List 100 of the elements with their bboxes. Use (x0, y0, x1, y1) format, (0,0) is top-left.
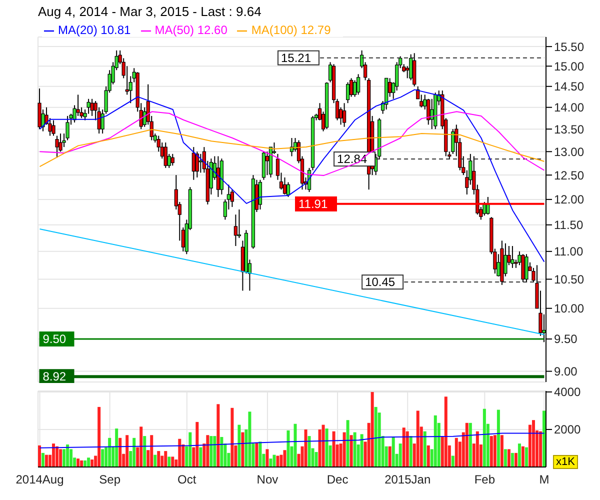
bar (493, 435, 496, 467)
bar (283, 450, 286, 467)
ref-line-label: 11.91 (298, 196, 328, 211)
bar (87, 458, 90, 467)
y-tick-label: 9.50 (554, 332, 578, 346)
bar (42, 452, 45, 467)
bar (188, 432, 192, 467)
bar (444, 396, 448, 467)
legend-label: MA(50) 12.60 (154, 23, 228, 37)
candlestick (412, 52, 416, 87)
bar (143, 436, 146, 467)
line-series (39, 432, 545, 448)
bar (45, 454, 48, 467)
x-tick-label: Nov (256, 472, 278, 487)
bar (360, 434, 364, 467)
y-tick-label: 13.00 (554, 144, 584, 159)
bar (353, 432, 356, 467)
bar (241, 432, 244, 467)
bar (164, 451, 168, 467)
bar (80, 460, 84, 467)
bar (59, 449, 62, 467)
bar (402, 428, 406, 467)
y-tick-label: 12.50 (554, 168, 584, 182)
bar (52, 444, 56, 467)
y-tick-label: 10.50 (554, 272, 584, 286)
bar (230, 408, 234, 467)
bar (98, 406, 101, 467)
y-tick-label: 14.50 (554, 80, 584, 94)
y-tick-label: 13.50 (554, 122, 584, 136)
bar (325, 428, 328, 467)
bar (206, 435, 210, 467)
bar (276, 456, 280, 467)
candlestick (356, 74, 360, 96)
candlestick (510, 246, 514, 268)
bar (423, 431, 426, 467)
candlestick (192, 146, 196, 180)
y-tick-label: 10.00 (554, 302, 584, 316)
candlestick (342, 102, 346, 128)
bar (532, 420, 535, 467)
bar (255, 442, 258, 467)
bar (168, 456, 171, 467)
bar (350, 435, 353, 467)
bar (476, 431, 479, 467)
bar (346, 420, 350, 467)
bar (388, 446, 392, 467)
x-tick-label: M (539, 472, 550, 487)
y-tick-label: 15.50 (554, 40, 584, 54)
bar (196, 422, 199, 467)
bar (514, 452, 518, 467)
ref-line-label: 10.45 (365, 275, 396, 290)
bar (118, 438, 122, 467)
y-tick-label: 9.00 (554, 364, 578, 379)
bar (409, 436, 412, 467)
candlestick (86, 98, 90, 114)
x-tick-label: 2014Aug (16, 472, 64, 487)
bar (304, 429, 308, 467)
candlestick (486, 196, 490, 216)
y-tick-label: 2000 (554, 422, 582, 437)
bar (38, 445, 41, 467)
candlestick (90, 98, 94, 116)
bar (220, 436, 224, 467)
candlestick (58, 133, 62, 152)
x-tick-label: Sep (99, 472, 121, 487)
ref-line-label: 9.50 (42, 332, 66, 346)
bar (521, 446, 524, 467)
bar (248, 412, 252, 467)
bar (322, 424, 325, 467)
candlestick (524, 254, 528, 283)
y-tick-label: 14.00 (554, 100, 584, 115)
bar (524, 447, 528, 467)
ref-line-label: 15.21 (280, 50, 312, 65)
bar (157, 451, 160, 467)
bar (465, 422, 468, 467)
x-tick-label: Dec (326, 472, 348, 487)
y-tick-label: 4000 (554, 385, 582, 400)
candlestick (282, 176, 287, 195)
bar (507, 449, 510, 467)
bar (342, 432, 346, 467)
y-tick-label: 15.00 (554, 59, 584, 74)
bar (101, 449, 104, 467)
ref-line-label: 8.92 (42, 370, 66, 384)
bar (490, 436, 493, 467)
bar (150, 435, 154, 467)
bar (392, 436, 395, 467)
bar (216, 404, 220, 467)
bar (286, 430, 290, 467)
bar (272, 454, 276, 467)
candlestick (258, 179, 262, 210)
bar (398, 444, 402, 467)
candlestick (52, 120, 56, 136)
candlestick (286, 182, 290, 198)
bar (258, 442, 262, 467)
legend-label: MA(20) 10.81 (58, 23, 131, 37)
bar (84, 460, 87, 467)
bar (76, 458, 80, 467)
candlestick (521, 254, 525, 283)
y-tick-label: 11.50 (554, 218, 584, 232)
bar (314, 452, 318, 467)
bar (126, 435, 129, 467)
candlestick (76, 94, 80, 116)
